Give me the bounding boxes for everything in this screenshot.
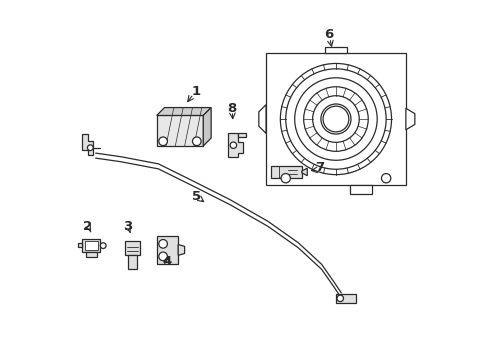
Polygon shape [265,53,405,185]
Polygon shape [156,108,211,116]
Polygon shape [228,134,243,157]
Polygon shape [78,243,82,247]
Polygon shape [203,108,211,146]
Polygon shape [86,252,97,257]
Ellipse shape [323,106,348,132]
Text: 1: 1 [191,85,200,98]
Text: 8: 8 [227,102,236,115]
Circle shape [230,142,236,148]
Polygon shape [349,185,371,194]
Polygon shape [405,108,414,130]
Circle shape [381,174,390,183]
Circle shape [159,252,167,261]
Polygon shape [271,166,301,178]
Text: 5: 5 [191,190,200,203]
Polygon shape [301,168,306,176]
Text: 4: 4 [163,255,172,268]
Polygon shape [82,239,100,252]
Circle shape [336,295,343,302]
Polygon shape [325,47,346,53]
Polygon shape [84,241,98,250]
Polygon shape [156,116,203,146]
Circle shape [159,137,167,145]
Text: 3: 3 [123,220,132,233]
Circle shape [100,243,106,248]
Polygon shape [258,105,265,134]
Circle shape [87,145,93,150]
Polygon shape [125,241,140,255]
Polygon shape [128,255,137,269]
Text: 6: 6 [324,28,333,41]
Polygon shape [156,236,178,264]
Polygon shape [82,134,93,155]
Text: 2: 2 [82,220,92,233]
Text: 7: 7 [315,161,324,174]
Circle shape [192,137,201,145]
Polygon shape [178,244,184,255]
Circle shape [159,239,167,248]
Polygon shape [238,134,246,137]
Polygon shape [335,294,355,303]
Circle shape [281,174,290,183]
